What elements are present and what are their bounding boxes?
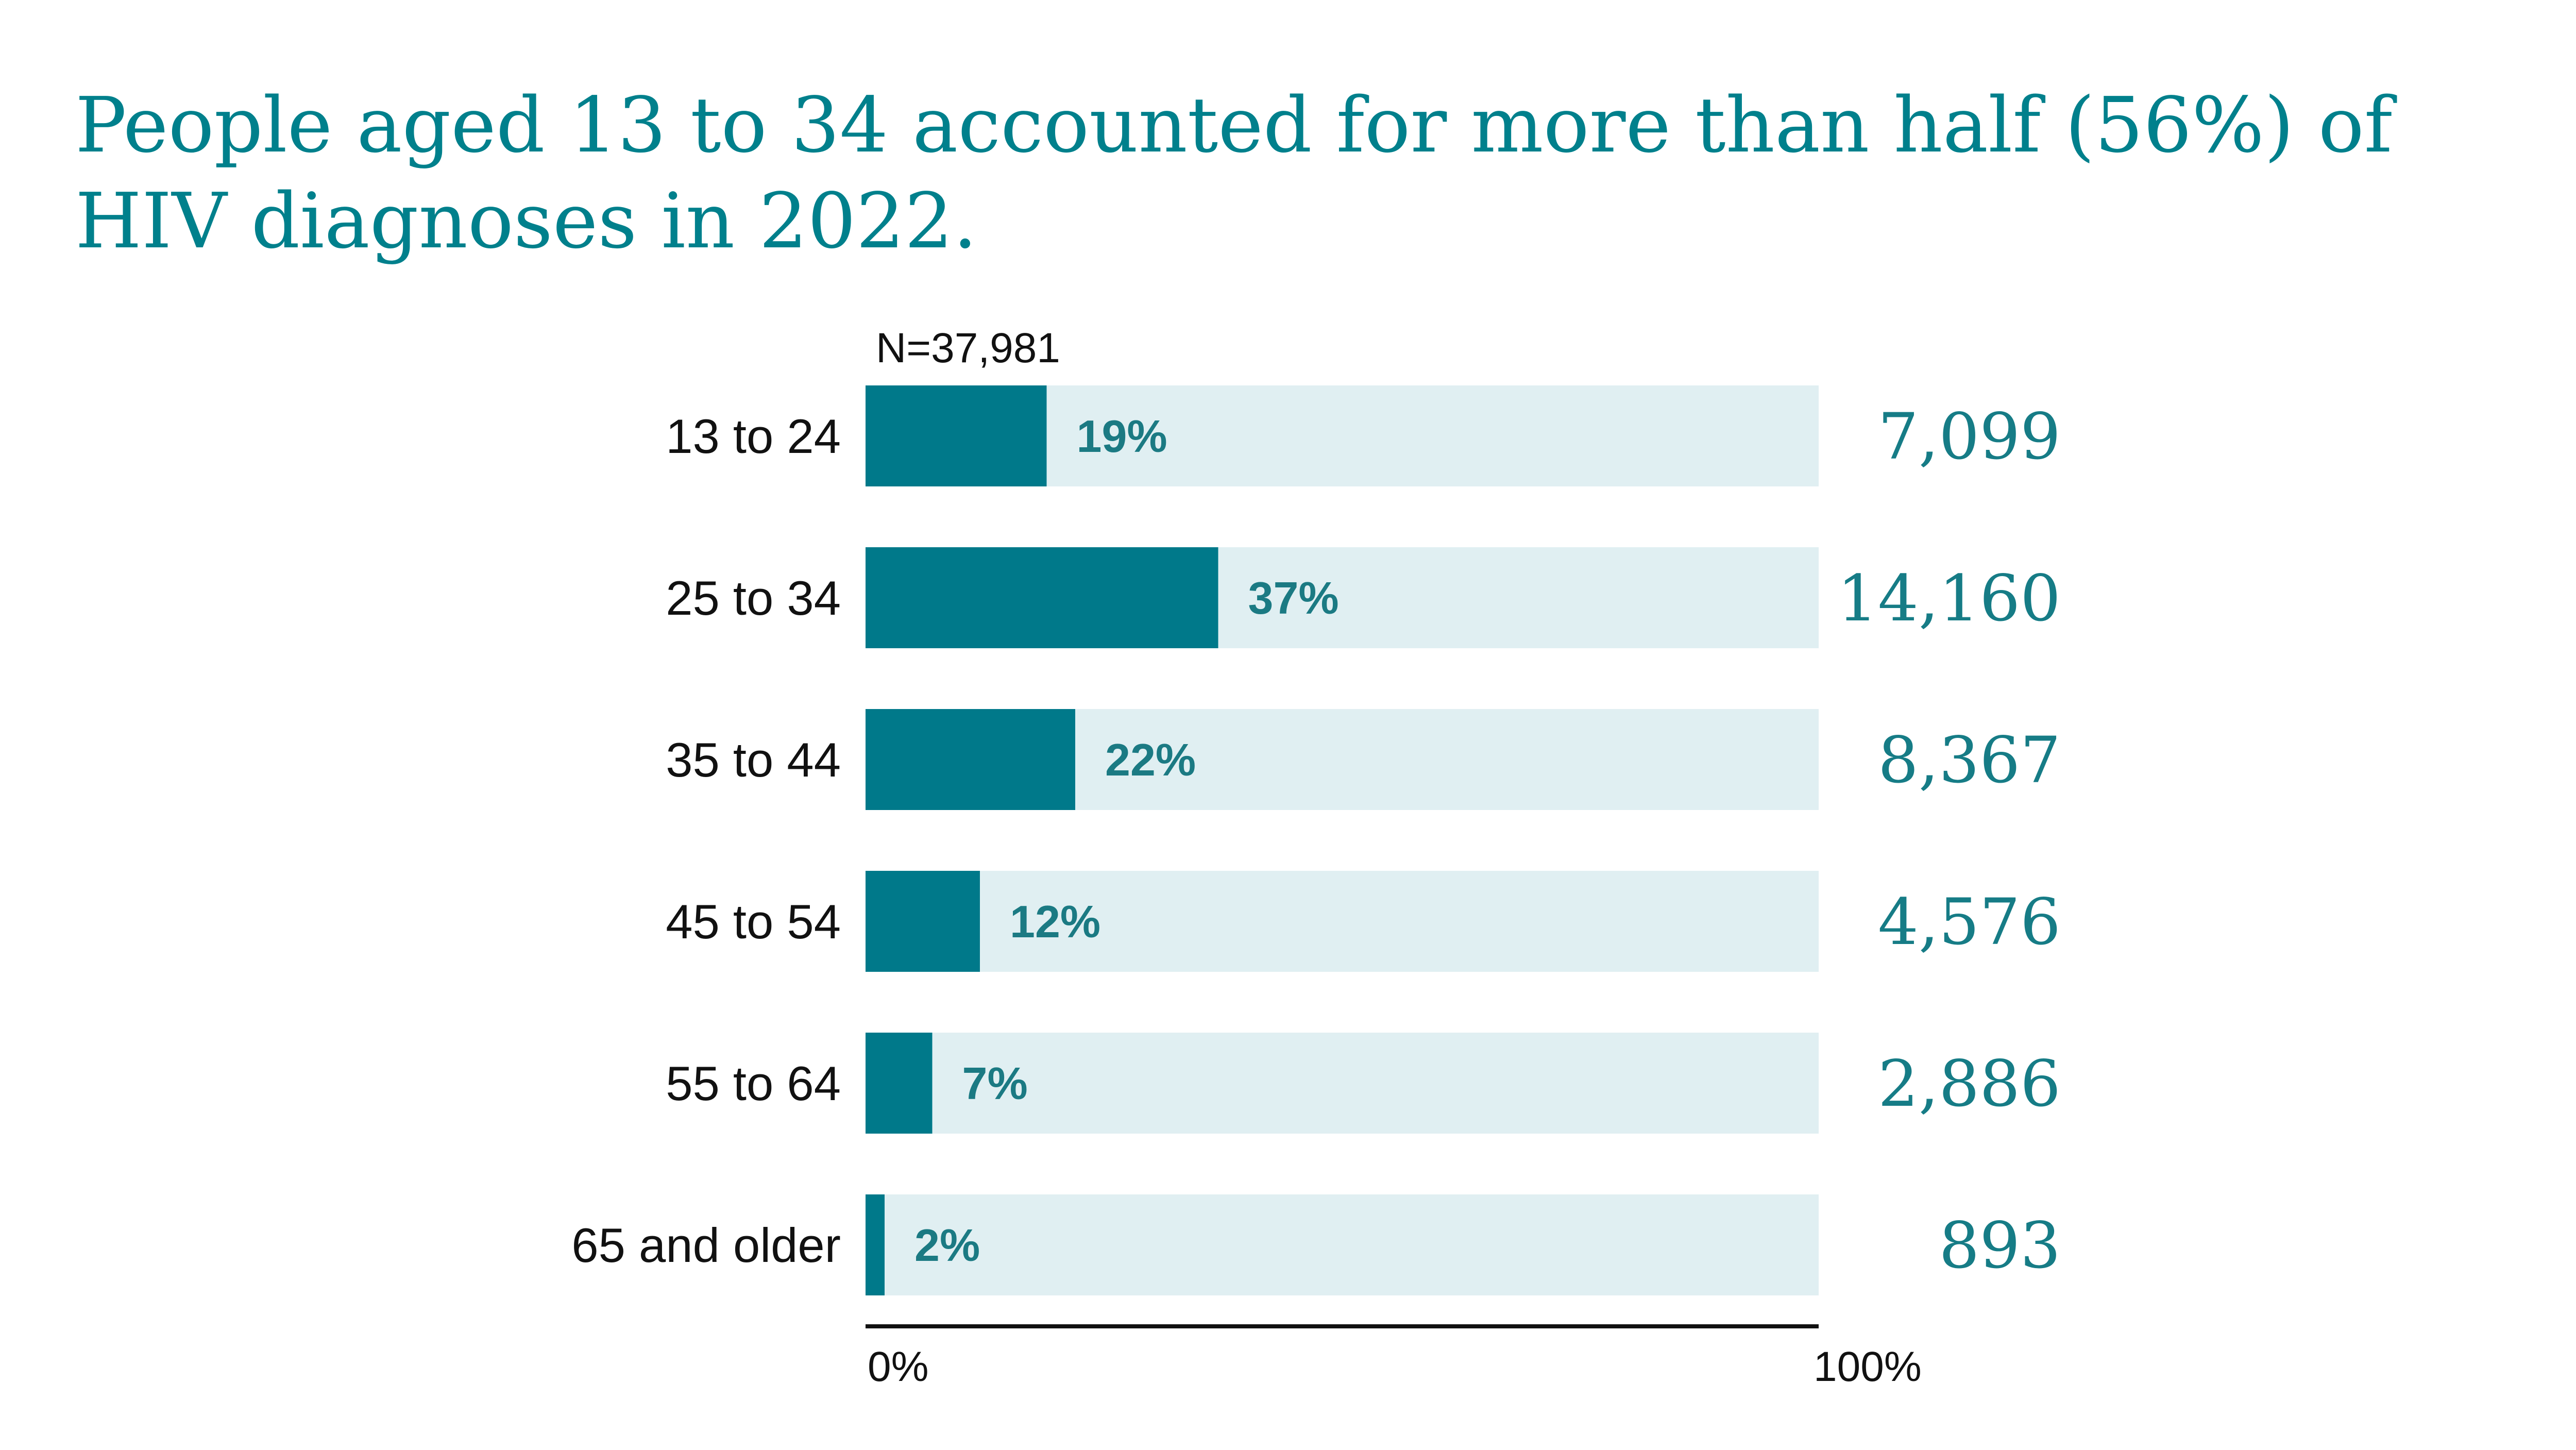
bar — [866, 709, 1075, 810]
bars-layer: 13 to 24 19% 7,099 25 to 34 37% 14,160 35 to 4… — [571, 385, 2061, 1295]
bar-row: 55 to 64 7% 2,886 — [666, 1033, 2061, 1134]
count-label: 8,367 — [1878, 723, 2061, 798]
count-label: 2,886 — [1878, 1047, 2061, 1121]
bar-value-label: 37% — [1248, 572, 1339, 623]
bar-track — [866, 1033, 1819, 1134]
category-label: 65 and older — [571, 1218, 841, 1272]
bar-value-label: 7% — [962, 1058, 1028, 1109]
bar — [866, 385, 1047, 486]
bar — [866, 547, 1218, 648]
count-label: 14,160 — [1837, 562, 2061, 636]
category-label: 55 to 64 — [666, 1056, 841, 1110]
count-label: 4,576 — [1878, 885, 2061, 959]
bar-value-label: 2% — [914, 1220, 980, 1271]
chart-title: People aged 13 to 34 accounted for more … — [75, 81, 2393, 265]
bar-track — [866, 871, 1819, 972]
count-label: 893 — [1939, 1209, 2061, 1283]
bar-row: 65 and older 2% 893 — [571, 1194, 2061, 1295]
category-label: 35 to 44 — [666, 733, 841, 787]
count-label: 7,099 — [1878, 400, 2061, 474]
bar — [866, 871, 980, 972]
bar — [866, 1033, 933, 1134]
x-tick-label-max: 100% — [1814, 1343, 1922, 1390]
sample-size-label: N=37,981 — [876, 325, 1060, 372]
bar-row: 13 to 24 19% 7,099 — [666, 385, 2061, 486]
bar-row: 25 to 34 37% 14,160 — [666, 547, 2061, 648]
bar-value-label: 22% — [1105, 734, 1196, 785]
bar — [866, 1194, 885, 1295]
bar-row: 45 to 54 12% 4,576 — [666, 871, 2061, 972]
bar-track — [866, 1194, 1819, 1295]
bar-value-label: 12% — [1010, 896, 1100, 947]
x-tick-label-min: 0% — [868, 1343, 929, 1390]
category-label: 25 to 34 — [666, 571, 841, 625]
bar-row: 35 to 44 22% 8,367 — [666, 709, 2061, 810]
category-label: 13 to 24 — [666, 409, 841, 463]
bar-value-label: 19% — [1077, 411, 1167, 462]
category-label: 45 to 54 — [666, 895, 841, 949]
